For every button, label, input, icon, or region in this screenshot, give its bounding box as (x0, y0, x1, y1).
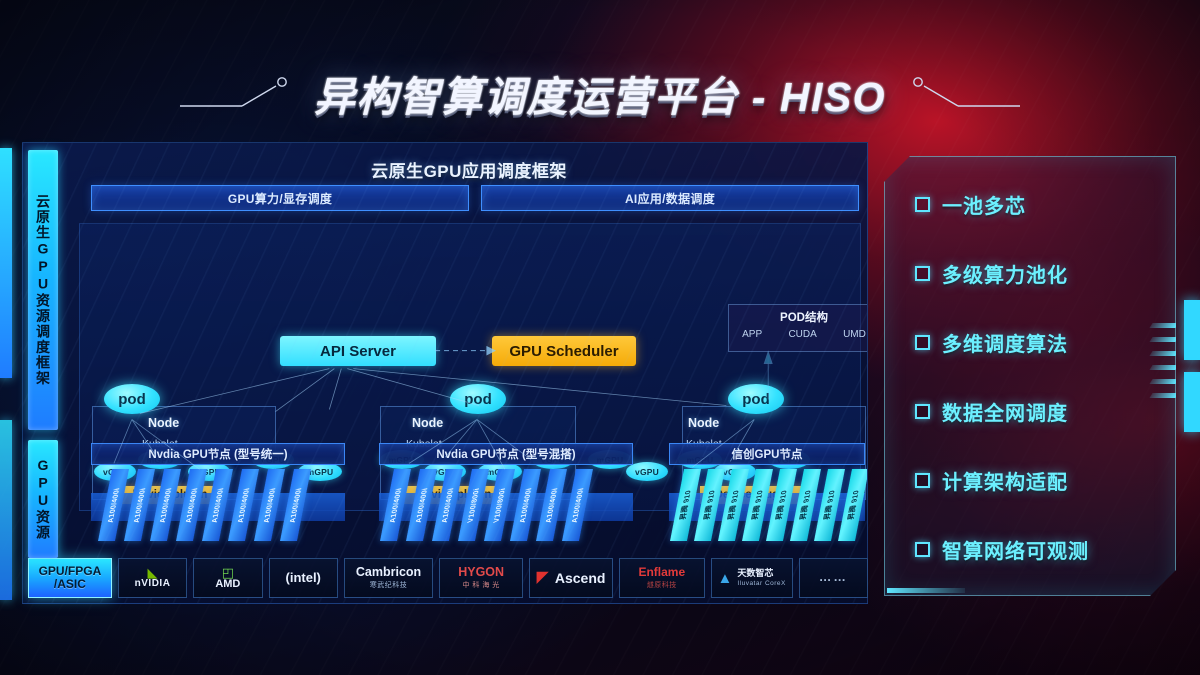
pod-structure-box: POD结构 APP CUDA UMD (728, 304, 867, 352)
ascend-icon: ◤ (536, 569, 549, 586)
vendor-name: (intel) (285, 570, 321, 586)
feature-item-1[interactable]: 一池多芯 (915, 187, 1165, 221)
vendor-sub: Iluvatar CoreX (737, 579, 786, 587)
checkbox-icon (915, 335, 930, 350)
feature-label: 多维调度算法 (942, 333, 1068, 356)
iluvatar-icon: ▲ (717, 569, 733, 587)
left-accent-bar-bottom (0, 420, 12, 600)
vendor-logo-enflame[interactable]: Enflame 燧原科技 (618, 558, 705, 598)
feature-label: 智算网络可观测 (942, 541, 1089, 564)
panel-bottom-accent (887, 588, 965, 593)
vendor-sub: 中 科 海 光 (462, 582, 500, 590)
feature-label: 一池多芯 (942, 195, 1026, 218)
gpu-card-group-3: 昇腾 910 昇腾 910 昇腾 910 昇腾 910 昇腾 910 昇腾 91… (669, 469, 867, 547)
feature-item-3[interactable]: 多维调度算法 (915, 325, 1165, 359)
vendor-logo-hygon[interactable]: HYGON 中 科 海 光 (439, 558, 524, 598)
feature-list: 一池多芯 多级算力池化 多维调度算法 数据全网调度 计算架构适配 智算网络可观测 (915, 187, 1165, 567)
pod-struct-item-app: APP (742, 329, 763, 340)
page-title: 异构智算调度运营平台 - HISO (313, 74, 887, 120)
node-label-2: Node (412, 416, 444, 430)
vendor-logo-intel[interactable]: (intel) (268, 558, 338, 598)
feature-label: 计算架构适配 (942, 472, 1068, 495)
amd-arrow-icon: ◰ (221, 564, 235, 580)
pod-2[interactable]: pod (450, 384, 506, 414)
pod-structure-title: POD结构 (780, 312, 828, 324)
vendor-logo-nvidia[interactable]: ◣ nVIDIA (117, 558, 188, 598)
node-label-1: Node (148, 416, 180, 430)
sidebar-label-gpu-resource: GPU资源 (28, 440, 58, 558)
gpu-card-group-1: A100/400i A100/400i A100/400i A100/400i … (91, 469, 345, 547)
vendor-badge-gpu-fpga-asic[interactable]: GPU/FPGA /ASIC (28, 558, 112, 598)
checkbox-icon (915, 197, 930, 212)
vendor-line2: /ASIC (53, 577, 86, 591)
gpu-card-group-2: A100/400i A100/400i A100/400i V100/800i … (379, 469, 633, 547)
vendor-more[interactable]: …… (798, 558, 869, 598)
architecture-panel-inner: 云原生GPU应用调度框架 GPU算力/显存调度 AI应用/数据调度 (69, 143, 867, 603)
topbar-ai-app[interactable]: AI应用/数据调度 (481, 185, 859, 211)
title-decoration-left (179, 76, 300, 110)
gpu-scheduler-node[interactable]: GPU Scheduler (492, 336, 636, 366)
vendor-name: Ascend (554, 569, 606, 586)
vendor-sub: 寒武纪科技 (369, 582, 408, 590)
api-server-node[interactable]: API Server (280, 336, 436, 366)
gpu-group-header[interactable]: 信创GPU节点 (669, 443, 865, 465)
vendor-name: Cambricon (355, 564, 422, 579)
checkbox-icon (915, 404, 930, 419)
checkbox-icon (915, 542, 930, 557)
vendor-name: HYGON (458, 564, 505, 579)
left-accent-bar-top (0, 148, 12, 378)
node-label-3: Node (688, 416, 720, 430)
vendor-sub: 燧原科技 (646, 581, 677, 589)
vendor-name: AMD (215, 577, 241, 590)
vendor-name: Enflame (638, 565, 686, 580)
sidebar-label-gpu-resource-text: GPU资源 (35, 457, 51, 541)
gpu-group-header[interactable]: Nvdia GPU节点 (型号混搭) (379, 443, 633, 465)
vendor-logo-iluvatar[interactable]: ▲ 天数智芯 Iluvatar CoreX (710, 558, 793, 598)
feature-item-4[interactable]: 数据全网调度 (915, 395, 1165, 429)
right-accent-bar-bottom (1184, 372, 1200, 432)
feature-label: 数据全网调度 (942, 403, 1068, 426)
gpu-group-header[interactable]: Nvdia GPU节点 (型号统一) (91, 443, 345, 465)
vendor-logo-cambricon[interactable]: Cambricon 寒武纪科技 (343, 558, 434, 598)
page-title-row: 异构智算调度运营平台 - HISO (0, 62, 1200, 124)
feature-label: 多级算力池化 (942, 264, 1068, 287)
vendor-name: nVIDIA (134, 578, 171, 590)
feature-panel: 一池多芯 多级算力池化 多维调度算法 数据全网调度 计算架构适配 智算网络可观测 (884, 156, 1176, 596)
topbar-gpu-compute[interactable]: GPU算力/显存调度 (91, 185, 469, 211)
pod-3[interactable]: pod (728, 384, 784, 414)
architecture-panel: 云原生GPU应用调度框架 GPU算力/显存调度 AI应用/数据调度 (22, 142, 868, 604)
pod-1[interactable]: pod (104, 384, 160, 414)
feature-item-2[interactable]: 多级算力池化 (915, 256, 1165, 290)
feature-item-6[interactable]: 智算网络可观测 (915, 533, 1165, 567)
pod-struct-item-umd: UMD (843, 329, 866, 340)
panel-corner-accent (1151, 323, 1177, 407)
framework-title: 云原生GPU应用调度框架 (371, 162, 567, 181)
vendor-logo-amd[interactable]: ◰ AMD (193, 558, 263, 598)
pod-structure-items: APP CUDA UMD (729, 329, 867, 340)
sidebar-label-cloud-native: 云原生GPU资源调度框架 (28, 150, 58, 430)
feature-item-5[interactable]: 计算架构适配 (915, 464, 1165, 498)
checkbox-icon (915, 266, 930, 281)
checkbox-icon (915, 473, 930, 488)
vendor-name: …… (818, 570, 848, 585)
vendor-logo-ascend[interactable]: ◤ Ascend (529, 558, 613, 598)
right-accent-bar-top (1184, 300, 1200, 360)
pod-struct-item-cuda: CUDA (788, 329, 817, 340)
title-decoration-right (900, 76, 1021, 110)
sidebar-label-cloud-native-text: 云原生GPU资源调度框架 (35, 194, 51, 386)
vendor-name: 天数智芯 (737, 568, 774, 579)
vendor-strip: GPU/FPGA /ASIC ◣ nVIDIA ◰ AMD (intel) Ca… (28, 558, 869, 598)
